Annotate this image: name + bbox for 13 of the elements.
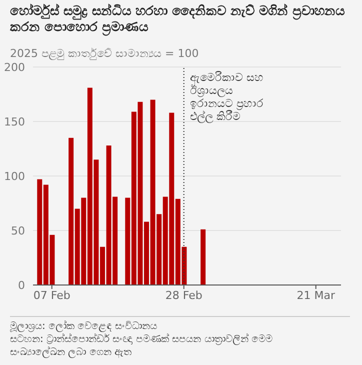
text: සටහන: ට්‍රාන්ස්පොන්ඩර් සංඥා පමණක් සපයන යාත්‍රාවලින් මෙම සංඛ්‍යාලේඛන ලබා ගෙන ඇත bbox=[10, 333, 274, 359]
chart-title: හෝර්මුස් සමුද්‍ර සන්ධිය හරහා දෛනිකව නැව් මගින් ප්‍රවාහනය කරන පොහොර ප්‍රමාණය bbox=[10, 4, 346, 36]
x-tick-label: 07 Feb bbox=[33, 288, 70, 302]
x-tick-label: 21 Mar bbox=[296, 288, 336, 302]
chart-subtitle: 2025 පළමු කාර්තුවේ සාමාන්‍යය = 100 bbox=[10, 47, 199, 60]
y-tick-label: 50 bbox=[11, 224, 25, 238]
text: මූලාශ්‍රය: ලෝක වෙළෙඳ සංවිධානය bbox=[10, 320, 158, 333]
y-tick-label: 0 bbox=[18, 278, 25, 292]
y-tick-label: 100 bbox=[4, 170, 25, 183]
ref-line-label: ඇමෙරිකාව සහ ඊශ්‍රායලය ඉරානයට ප්‍රහාර එල්ල කිරීම bbox=[190, 71, 264, 124]
y-tick-label: 150 bbox=[4, 115, 25, 128]
y-tick-label: 200 bbox=[4, 60, 25, 74]
x-tick-label: 28 Feb bbox=[165, 288, 202, 302]
